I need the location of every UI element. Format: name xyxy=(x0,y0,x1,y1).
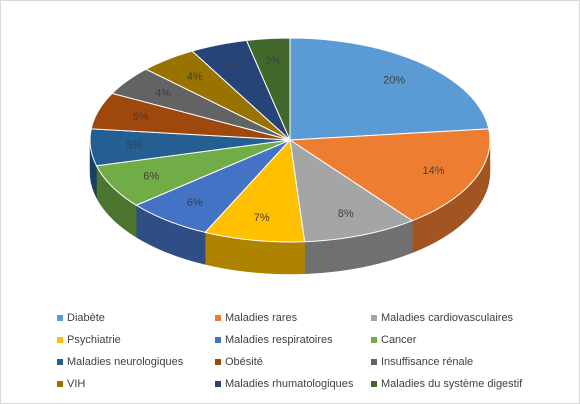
slice xyxy=(204,138,306,243)
slice xyxy=(89,128,291,167)
legend-marker xyxy=(57,337,63,343)
data-label: 6% xyxy=(143,170,159,182)
legend: Diabète Maladies rares Maladies cardiovasc… xyxy=(57,312,523,390)
slice xyxy=(245,37,291,141)
data-label: 5% xyxy=(133,111,149,123)
data-label: 4% xyxy=(155,88,171,100)
pie-sides xyxy=(89,139,491,275)
data-label: 14% xyxy=(423,165,445,177)
data-label: 8% xyxy=(338,208,354,220)
legend-marker xyxy=(371,315,377,321)
slice xyxy=(288,128,491,222)
data-label: 3% xyxy=(265,55,281,67)
legend-marker xyxy=(215,315,221,321)
slice xyxy=(144,50,291,141)
legend-label: Psychiatrie xyxy=(67,334,121,346)
slice xyxy=(289,138,414,243)
slice xyxy=(95,139,291,206)
legend-marker xyxy=(57,359,63,365)
slice xyxy=(90,92,291,141)
legend-marker xyxy=(215,359,221,365)
legend-label: Diabète xyxy=(67,312,105,324)
legend-marker xyxy=(57,381,63,387)
data-label: 4% xyxy=(187,71,203,83)
legend-marker xyxy=(371,337,377,343)
slice xyxy=(135,139,291,233)
legend-label: Maladies rhumatologiques xyxy=(225,378,354,390)
legend-marker xyxy=(371,381,377,387)
legend-marker xyxy=(215,381,221,387)
legend-marker xyxy=(371,359,377,365)
legend-label: Maladies respiratoires xyxy=(225,334,333,346)
legend-marker xyxy=(215,337,221,343)
legend-label: Obésité xyxy=(225,356,263,368)
legend-marker xyxy=(57,315,63,321)
legend-label: Maladies neurologiques xyxy=(67,356,184,368)
data-label: 5% xyxy=(126,140,142,152)
slice xyxy=(289,37,490,141)
legend-label: Maladies du système digestif xyxy=(381,378,523,390)
legend-label: Cancer xyxy=(381,334,417,346)
legend-label: Insuffisance rénale xyxy=(381,356,473,368)
data-label: 6% xyxy=(187,197,203,209)
data-label: 4% xyxy=(226,60,242,72)
legend-label: Maladies cardiovasculaires xyxy=(381,312,514,324)
legend-label: Maladies rares xyxy=(225,312,298,324)
slice xyxy=(191,39,291,141)
legend-label: VIH xyxy=(67,378,85,390)
data-label: 20% xyxy=(383,75,405,87)
data-label: 7% xyxy=(254,212,270,224)
slice xyxy=(111,68,291,141)
